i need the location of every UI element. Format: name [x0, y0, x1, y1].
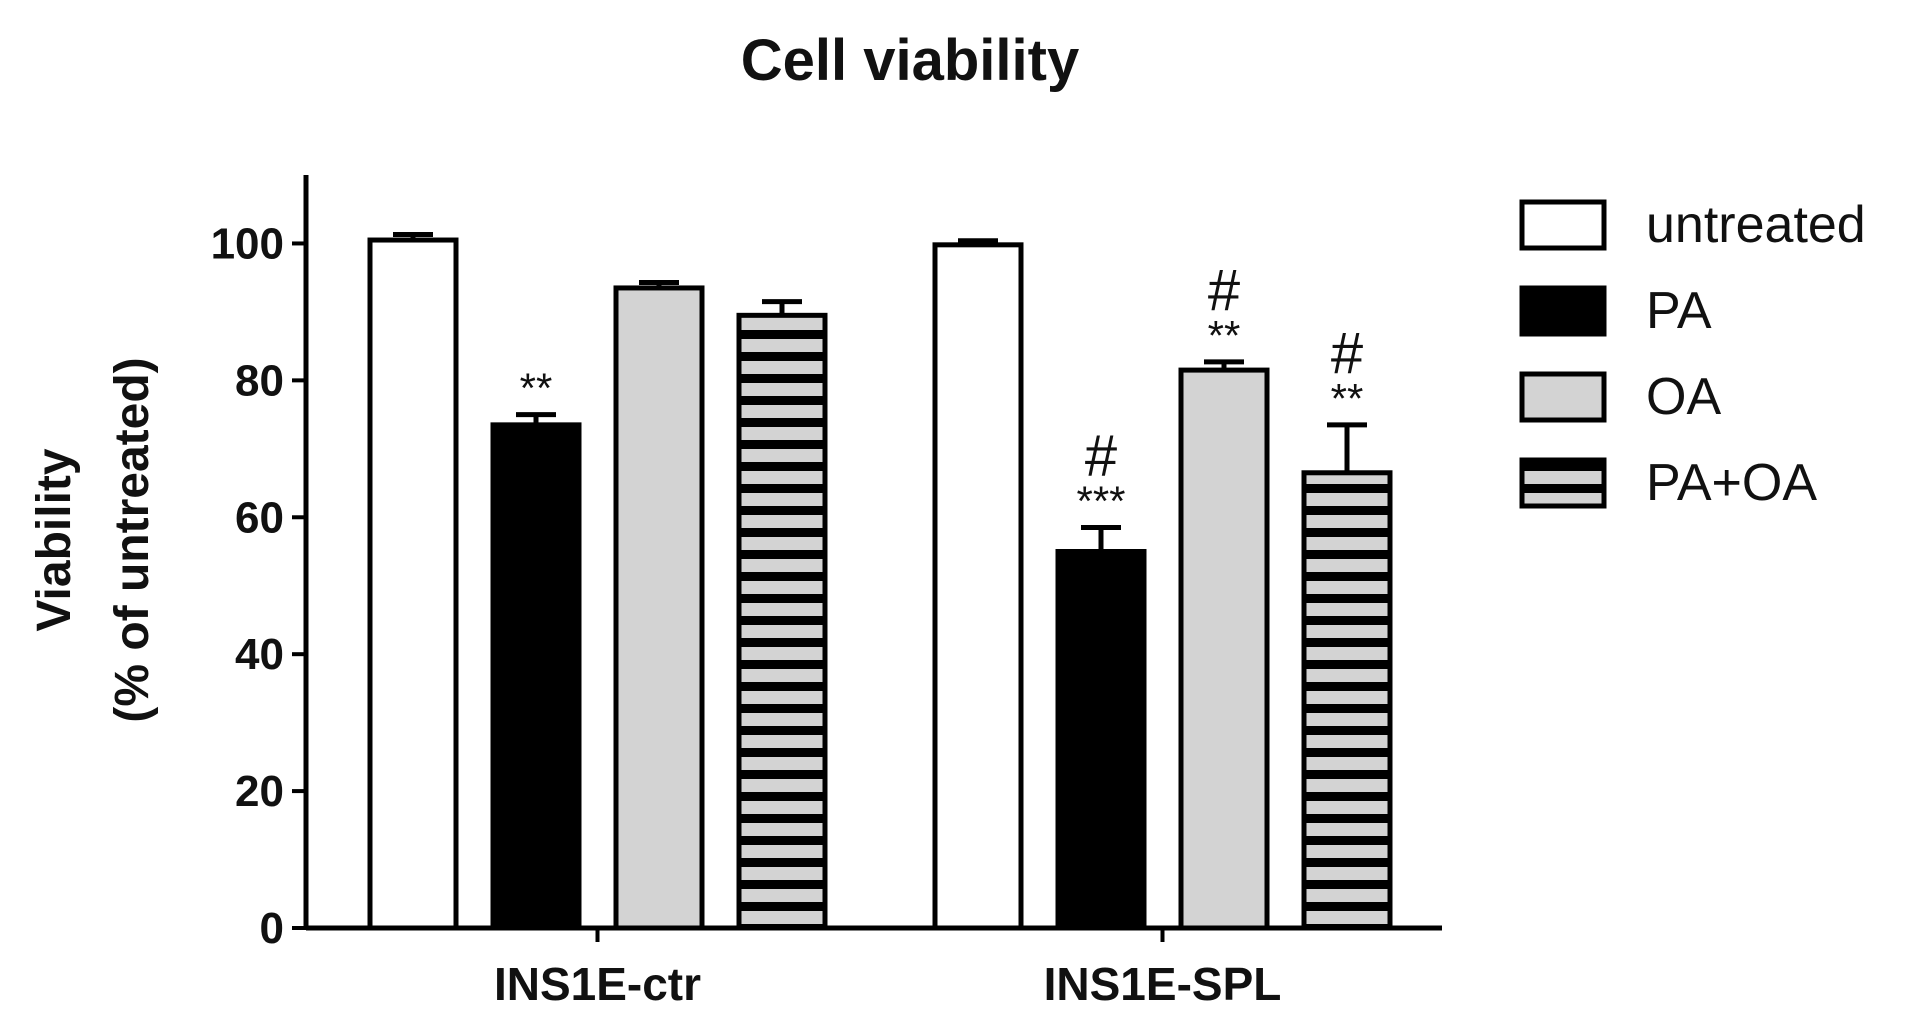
bars-group: *****#**#**# [367, 232, 1393, 931]
significance-hash: # [1331, 321, 1363, 386]
significance-stars: ** [520, 365, 553, 412]
y-tick-label: 60 [235, 493, 284, 542]
significance-stars: ** [1331, 375, 1364, 422]
legend-swatch [1519, 285, 1607, 337]
y-tick-label: 100 [211, 219, 284, 268]
axes: 0 20 40 60 80 100 INS1E-ctr INS1E-SPL [211, 175, 1442, 1010]
bar [1178, 367, 1270, 931]
legend-label: PA [1646, 282, 1712, 340]
legend-swatch [1519, 199, 1607, 251]
chart-title: Cell viability [741, 28, 1079, 93]
x-category-label: INS1E-SPL [1044, 958, 1282, 1010]
y-tick-label: 80 [235, 356, 284, 405]
legend-swatch [1519, 457, 1607, 509]
bar [736, 312, 828, 931]
legend-swatch [1519, 371, 1607, 423]
y-axis-label-line2: (% of untreated) [106, 357, 159, 722]
significance-hash: # [1208, 258, 1240, 323]
significance-hash: # [1085, 424, 1117, 489]
bar [490, 422, 582, 931]
significance-stars: *** [1076, 478, 1125, 525]
y-tick-label: 40 [235, 630, 284, 679]
x-category-label: INS1E-ctr [494, 958, 701, 1010]
significance-stars: ** [1208, 312, 1241, 359]
legend: untreated PA OA PA+OA [1519, 196, 1866, 512]
bar [1055, 549, 1147, 931]
y-tick-label: 0 [260, 904, 284, 953]
bar [1301, 470, 1393, 931]
legend-label: untreated [1646, 196, 1866, 254]
y-axis-label-line1: Viability [28, 448, 81, 631]
bar [613, 285, 705, 931]
legend-label: PA+OA [1646, 454, 1817, 512]
legend-label: OA [1646, 368, 1721, 426]
bar [932, 242, 1024, 931]
y-tick-label: 20 [235, 767, 284, 816]
bar [367, 237, 459, 931]
